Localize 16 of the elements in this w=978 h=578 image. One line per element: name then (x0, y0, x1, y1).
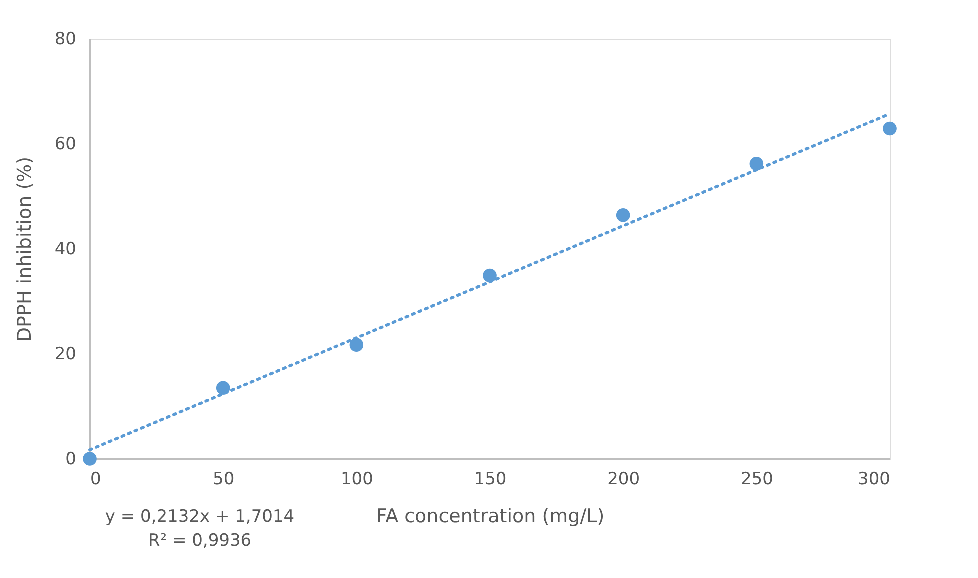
y-axis-title: DPPH inhibition (%) (14, 156, 36, 342)
x-tick-label: 250 (740, 470, 774, 490)
x-tick-label: 100 (340, 470, 374, 490)
text: y = 0,2132x + 1,7014 (105, 507, 295, 527)
x-tick-label: 300 (858, 470, 890, 490)
y-tick-label: 20 (54, 344, 76, 364)
text: R² = 0,9936 (148, 531, 252, 551)
x-tick-label: 150 (474, 470, 507, 490)
y-tick-label: 0 (66, 450, 76, 470)
x-axis-title: FA concentration (mg/L) (376, 506, 605, 528)
y-tick-label: 60 (54, 134, 76, 154)
y-tick-label: 80 (54, 30, 76, 50)
x-tick-label: 200 (608, 470, 640, 490)
x-tick-label: 50 (213, 470, 235, 490)
x-tick-label: 0 (90, 470, 102, 490)
y-tick-label: 40 (54, 240, 76, 260)
